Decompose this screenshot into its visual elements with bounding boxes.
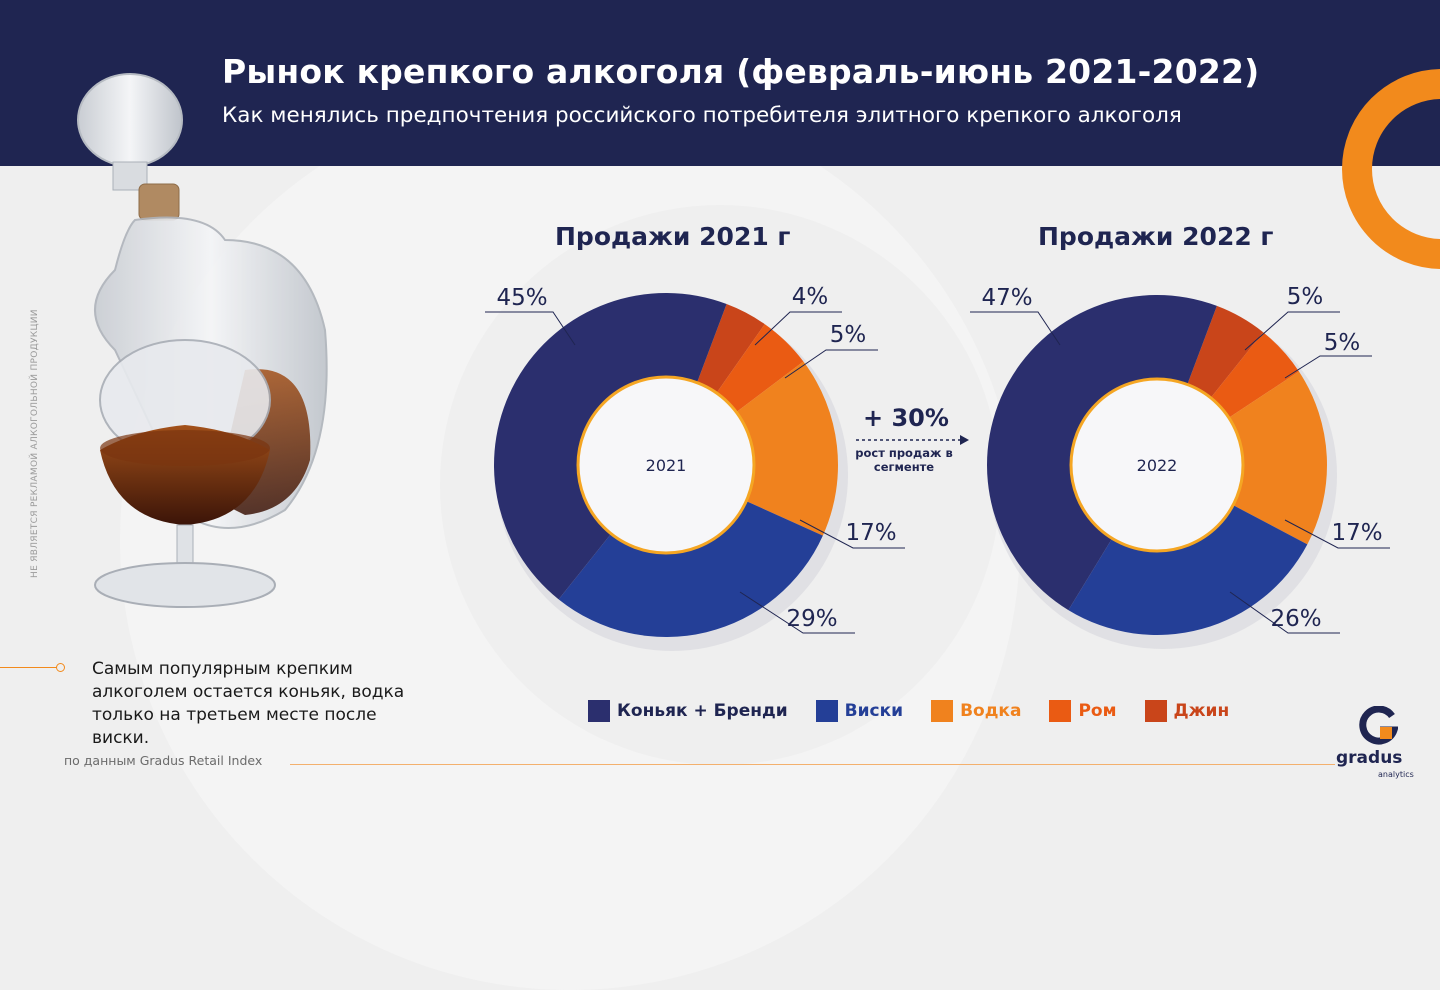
leader-line [970,311,1061,346]
legend-label: Ром [1078,701,1117,721]
footer-divider [290,764,1335,765]
donut-center-label: 2022 [1137,456,1178,475]
donut-slice [1210,332,1299,418]
legend-label: Водка [960,701,1022,721]
leader-line [1284,355,1372,379]
data-label: 5% [830,322,867,348]
data-label: 26% [1270,606,1321,632]
data-label: 17% [1331,520,1382,546]
leader-line [754,311,842,346]
legend-item: Ром [1049,700,1117,722]
donut-slice [1068,505,1308,635]
legend-label: Виски [844,701,904,721]
insight-note: Самым популярным крепким алкоголем остае… [92,659,405,748]
data-label: 4% [792,284,829,310]
logo-subtitle: analytics [1378,770,1414,779]
logo-wordmark: gradus [1336,748,1403,768]
donut-center [576,375,756,555]
data-label: 5% [1287,284,1324,310]
donut-slice [987,295,1217,611]
legend-swatch [815,700,838,722]
data-label: 5% [1324,330,1361,356]
donut-slice [716,324,804,413]
growth-arrow [856,435,969,445]
note-line [0,667,58,668]
source-note: по данным Gradus Retail Index [64,753,263,768]
page-title: Рынок крепкого алкоголя (февраль-июнь 20… [222,52,1260,91]
donut-slice [736,361,838,536]
legend-label: Джин [1173,701,1230,721]
growth-caption: рост продаж в сегменте [855,446,953,474]
legend-item: Джин [1144,700,1230,722]
decanter-illustration [77,73,328,608]
donut-slice [697,304,765,393]
header-banner [0,0,1440,166]
legend-swatch [1049,700,1072,722]
orange-ring-decoration [1342,69,1440,269]
leader-line [1244,311,1340,351]
page-subtitle: Как менялись предпочтения российского по… [222,103,1182,128]
legend-item: Коньяк + Бренди [588,700,788,722]
legend-swatch [931,700,954,722]
leader-line [485,311,576,346]
gradus-logo-icon [1359,706,1398,745]
leader-line [1229,591,1340,634]
donut-slice [1187,305,1264,398]
data-label: 45% [496,285,547,311]
data-label: 17% [845,520,896,546]
donut-slice [1228,371,1327,545]
legend-swatch [1144,700,1167,722]
data-label: 47% [981,285,1032,311]
chart-legend: Коньяк + Бренди Виски Водка Ром Джин [588,700,1257,722]
donut-center [1069,377,1245,553]
legend-item: Водка [931,700,1021,722]
leader-line [784,349,878,379]
chart-title-2022: Продажи 2022 г [1038,222,1274,251]
note-dot [56,663,65,672]
leader-line [1284,519,1390,549]
donut-center-label: 2021 [646,456,687,475]
leader-line [799,519,905,549]
leader-line [739,591,855,634]
chart-title-2021: Продажи 2021 г [555,222,791,251]
legend-swatch [588,700,610,722]
data-label: 29% [786,606,837,632]
donut-slice [494,293,727,600]
growth-value: + 30% [863,404,949,432]
legend-label: Коньяк + Бренди [617,701,788,721]
legend-item: Виски [815,700,904,722]
